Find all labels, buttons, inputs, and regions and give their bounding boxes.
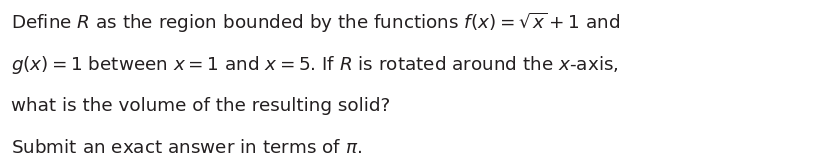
Text: what is the volume of the resulting solid?: what is the volume of the resulting soli… bbox=[11, 97, 390, 115]
Text: $g(x) = 1$ between $x = 1$ and $x = 5$. If $\mathit{R}$ is rotated around the $x: $g(x) = 1$ between $x = 1$ and $x = 5$. … bbox=[11, 54, 618, 76]
Text: Define $\mathit{R}$ as the region bounded by the functions $f(x) = \sqrt{x}+1$ a: Define $\mathit{R}$ as the region bounde… bbox=[11, 11, 620, 35]
Text: Submit an exact answer in terms of $\pi$.: Submit an exact answer in terms of $\pi$… bbox=[11, 139, 362, 154]
